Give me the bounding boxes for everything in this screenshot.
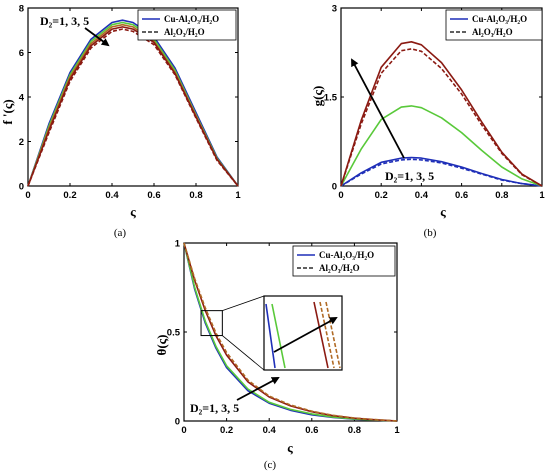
legend-label-dashed: Al₂O₃/H₂O: [472, 27, 513, 37]
panel-caption: (c): [264, 459, 277, 471]
legend-label-dashed: Al₂O₃/H₂O: [319, 263, 360, 273]
y-tick-label: 4: [19, 93, 25, 104]
series-line-3: [183, 242, 398, 422]
y-tick-label: 1.5: [324, 93, 338, 104]
parameter-annotation: D₂=1, 3, 5: [385, 169, 434, 183]
x-tick-label: 0.6: [455, 190, 468, 201]
x-tick-label: 0.8: [348, 425, 361, 436]
legend-label-solid: Cu-Al₂O₃/H₂O: [164, 14, 219, 24]
inset-curve-3: [319, 301, 335, 369]
inset-curve-1: [271, 303, 286, 369]
x-tick-label: 0.2: [375, 190, 388, 201]
x-tick-label: 0.6: [147, 190, 160, 201]
x-axis-title: ς: [440, 204, 446, 219]
series-line-3: [27, 26, 239, 187]
x-tick-label: 0: [25, 190, 30, 201]
inset-curve-2: [313, 301, 329, 369]
trend-arrow: [236, 377, 280, 401]
inset-connector: [222, 295, 265, 312]
inset-arrow: [273, 317, 338, 353]
x-tick-label: 0.4: [415, 190, 429, 201]
y-axis-title: f '(ς): [0, 99, 15, 124]
panel-caption: (a): [114, 227, 127, 239]
panel-a-chart: 0 0.2 0.4 0.6 0.8 1 0 2 4 6 8 Cu-Al₂O₃/H₂O Al₂O₃/H₂O…: [0, 4, 241, 240]
parameter-annotation: D₂=1, 3, 5: [40, 14, 89, 28]
y-tick-label: 0.5: [167, 328, 181, 339]
x-tick-label: 0.2: [63, 190, 76, 201]
x-axis-title: ς: [287, 440, 293, 455]
series-line-1: [340, 158, 543, 187]
x-tick-label: 1: [235, 190, 241, 201]
series-line-0: [27, 19, 239, 187]
legend-label-dashed: Al₂O₃/H₂O: [164, 27, 205, 37]
y-tick-label: 0: [332, 182, 337, 193]
trend-arrow: [351, 58, 405, 159]
x-tick-label: 0: [338, 190, 343, 201]
series-line-4: [340, 48, 543, 187]
y-tick-label: 2: [19, 137, 24, 148]
y-tick-label: 8: [19, 4, 24, 15]
y-tick-label: 3: [332, 4, 337, 15]
trend-arrow: [84, 27, 110, 47]
legend-label-solid: Cu-Al₂O₃/H₂O: [319, 250, 374, 260]
x-tick-label: 1: [539, 190, 545, 201]
y-axis-title: g(ς): [310, 86, 325, 107]
x-tick-label: 0: [181, 425, 186, 436]
inset-curve-0: [265, 303, 276, 369]
panel-c-chart: 0 0.2 0.4 0.6 0.8 1 0 0.5 1 Cu-Al₂O₃/H₂O Al₂O₃/H₂O…: [154, 239, 400, 472]
series-line-3: [340, 41, 543, 187]
y-tick-label: 1: [175, 239, 181, 250]
inset-connector: [222, 335, 265, 371]
x-tick-label: 1: [394, 425, 400, 436]
inset-curve-4: [325, 301, 341, 369]
series-line-2: [340, 105, 543, 187]
panel-b-chart: 0 0.2 0.4 0.6 0.8 1 0 1.5 3 Cu-Al₂O₃/H₂O Al₂O₃/H₂O…: [310, 4, 545, 240]
legend-label-solid: Cu-Al₂O₃/H₂O: [472, 14, 527, 24]
inset-source-box: [200, 310, 223, 337]
parameter-annotation: D₂=1, 3, 5: [190, 401, 239, 415]
y-tick-label: 0: [19, 182, 24, 193]
y-axis-title: θ(ς): [154, 335, 169, 356]
x-tick-label: 0.6: [305, 425, 318, 436]
x-tick-label: 0.4: [105, 190, 119, 201]
x-tick-label: 0.8: [495, 190, 508, 201]
legend-box: [137, 9, 237, 41]
inset-box: [263, 295, 343, 371]
y-tick-label: 0: [175, 417, 180, 428]
series-line-4: [27, 28, 239, 187]
series-line-0: [340, 156, 543, 187]
legend-box: [292, 245, 396, 277]
y-tick-label: 6: [19, 48, 24, 59]
legend-box: [445, 9, 543, 41]
x-tick-label: 0.2: [220, 425, 233, 436]
panel-caption: (b): [424, 227, 437, 239]
x-axis-title: ς: [130, 204, 136, 219]
x-tick-label: 0.8: [189, 190, 202, 201]
x-tick-label: 0.4: [263, 425, 277, 436]
